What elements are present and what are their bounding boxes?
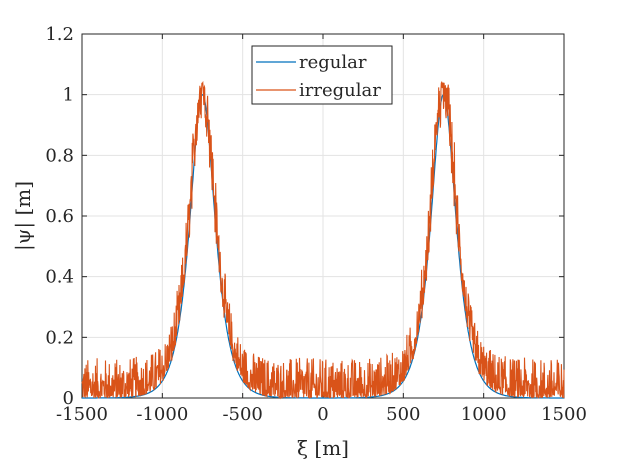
x-tick-label: 1500 bbox=[541, 404, 587, 425]
x-axis-label: ξ [m] bbox=[297, 436, 349, 460]
series-group bbox=[81, 80, 565, 400]
legend-label-irregular: irregular bbox=[299, 80, 381, 101]
legend-box bbox=[251, 45, 393, 105]
x-tick-label: -500 bbox=[222, 404, 262, 425]
y-axis-label: |ψ| [m] bbox=[11, 181, 36, 251]
y-tick-label: 0.2 bbox=[45, 327, 74, 348]
y-tick-label: 0.8 bbox=[45, 145, 74, 166]
y-tick-label: 0.6 bbox=[45, 206, 74, 227]
series-line-regular bbox=[82, 94, 564, 399]
tick-labels: -1500 -1000 -500 0 500 1000 1500 0 0.2 0.4 0.6 0.8 1… bbox=[45, 24, 587, 425]
y-tick-label: 0 bbox=[63, 388, 74, 409]
y-tick-label: 1 bbox=[63, 85, 74, 106]
y-tick-label: 1.2 bbox=[45, 24, 74, 45]
series-line-irregular bbox=[81, 80, 565, 400]
legend: regular irregular bbox=[251, 45, 393, 105]
x-tick-label: 500 bbox=[386, 404, 420, 425]
x-tick-label: -1000 bbox=[136, 404, 188, 425]
legend-label-regular: regular bbox=[299, 52, 367, 73]
x-tick-label: 1000 bbox=[461, 404, 507, 425]
x-tick-label: -1500 bbox=[56, 404, 108, 425]
x-tick-label: 0 bbox=[317, 404, 328, 425]
y-tick-label: 0.4 bbox=[45, 267, 74, 288]
